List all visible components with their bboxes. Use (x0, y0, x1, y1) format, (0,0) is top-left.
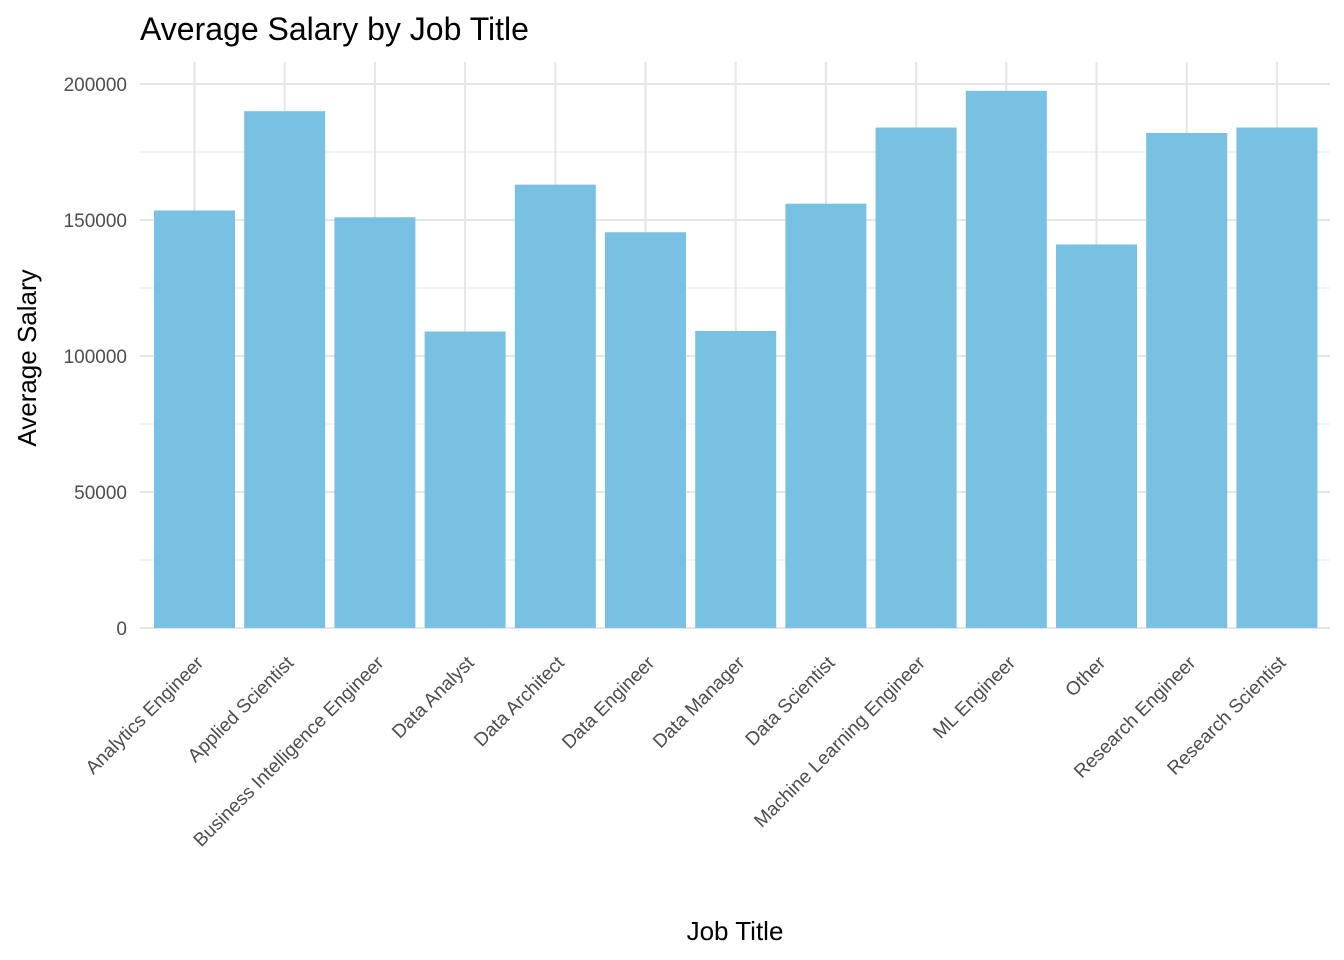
y-tick-label: 50000 (74, 483, 127, 504)
y-axis-ticks: 0 50000 100000 150000 200000 (64, 75, 127, 640)
x-tick-label: Machine Learning Engineer (750, 652, 930, 832)
bar (514, 184, 596, 628)
y-tick-label: 150000 (64, 211, 127, 232)
bar (1056, 244, 1137, 629)
bar (424, 331, 506, 628)
bar (695, 330, 777, 628)
bar (785, 203, 867, 628)
y-tick-label: 200000 (64, 75, 127, 96)
x-tick-label: ML Engineer (929, 652, 1020, 743)
chart-title: Average Salary by Job Title (140, 11, 529, 47)
bar (875, 127, 957, 629)
y-tick-label: 0 (116, 619, 127, 640)
x-tick-label: Data Analyst (388, 652, 479, 743)
y-axis-title: Average Salary (12, 269, 42, 446)
bars (154, 90, 1318, 629)
bar (1146, 132, 1228, 628)
bar (334, 217, 416, 628)
bar (244, 111, 326, 628)
x-tick-label: Other (1062, 652, 1111, 701)
x-tick-label: Data Architect (470, 652, 569, 751)
x-tick-label: Data Scientist (742, 652, 840, 750)
bar (1236, 127, 1318, 629)
bar (965, 90, 1047, 629)
x-tick-label: Business Intelligence Engineer (190, 652, 389, 851)
y-tick-label: 100000 (64, 347, 127, 368)
x-tick-label: Data Manager (649, 652, 749, 752)
bar (154, 210, 235, 629)
x-tick-label: Data Engineer (558, 652, 659, 753)
x-axis-title: Job Title (687, 916, 784, 946)
x-tick-label: Analytics Engineer (82, 652, 209, 779)
bar (605, 232, 686, 629)
